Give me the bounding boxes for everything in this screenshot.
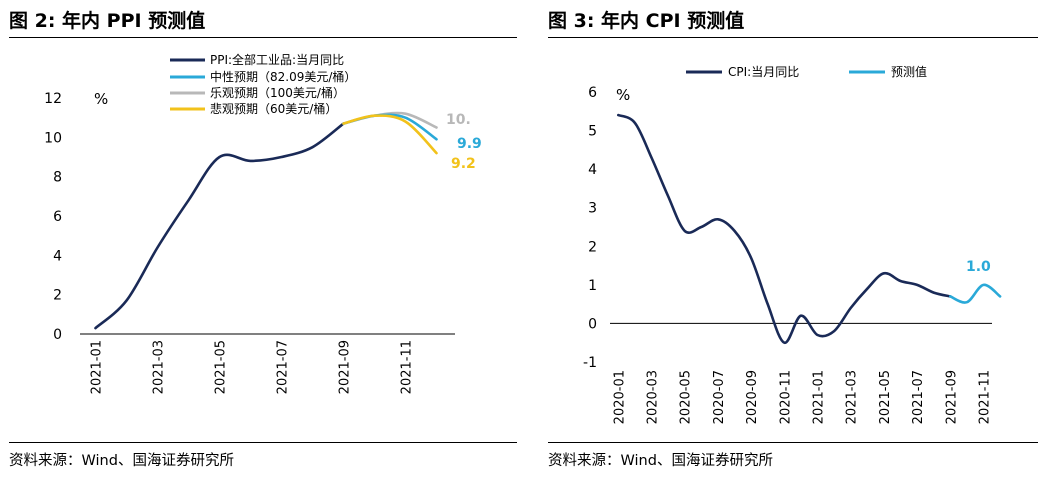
cpi-x-tick-label: 2021-05 — [878, 370, 893, 424]
cpi-x-tick-label: 2021-03 — [845, 370, 860, 424]
cpi-y-tick-label: 4 — [588, 162, 597, 178]
ppi-x-tick-label: 2021-05 — [214, 340, 229, 394]
cpi-y-axis-unit: % — [616, 86, 630, 104]
ppi-chart-title: 图 2: 年内 PPI 预测值 — [9, 10, 206, 32]
ppi-data-label: 10. — [446, 112, 471, 128]
cpi-x-tick-label: 2021-07 — [911, 370, 926, 424]
cpi-x-tick-label: 2020-01 — [612, 370, 627, 424]
cpi-x-tick-label: 2020-07 — [712, 370, 727, 424]
ppi-legend-label: 乐观预期（100美元/桶） — [210, 85, 345, 100]
cpi-legend-label: CPI:当月同比 — [728, 65, 799, 79]
ppi-data-label: 9.2 — [451, 156, 476, 172]
ppi-x-tick-label: 2021-11 — [400, 340, 415, 394]
cpi-series-line-forecast — [949, 283, 1002, 304]
ppi-title-rule — [9, 37, 517, 38]
cpi-y-tick-label: -1 — [583, 355, 597, 371]
ppi-series-line-pessimistic — [342, 114, 438, 155]
cpi-x-tick-label: 2021-09 — [944, 370, 959, 424]
ppi-y-axis-unit: % — [94, 90, 108, 108]
cpi-x-tick-label: 2020-09 — [745, 370, 760, 424]
cpi-legend-label: 预测值 — [891, 64, 927, 79]
cpi-y-tick-label: 1 — [588, 278, 597, 294]
cpi-y-tick-label: 5 — [588, 124, 597, 140]
cpi-x-tick-label: 2020-11 — [778, 370, 793, 424]
ppi-y-tick-label: 8 — [53, 170, 62, 186]
ppi-y-tick-label: 12 — [44, 91, 62, 107]
cpi-chart-title: 图 3: 年内 CPI 预测值 — [548, 10, 745, 32]
ppi-legend-label: 悲观预期（60美元/桶） — [210, 101, 337, 116]
ppi-source-note: 资料来源：Wind、国海证券研究所 — [9, 453, 234, 469]
ppi-y-tick-label: 10 — [44, 130, 62, 146]
cpi-y-tick-label: 6 — [588, 85, 597, 101]
cpi-x-tick-label: 2021-11 — [978, 370, 993, 424]
cpi-series-line-actual — [617, 113, 952, 344]
cpi-y-tick-label: 2 — [588, 239, 597, 255]
cpi-x-tick-label: 2020-03 — [646, 370, 661, 424]
ppi-y-tick-label: 2 — [53, 288, 62, 304]
ppi-x-tick-label: 2021-09 — [338, 340, 353, 394]
cpi-data-label: 1.0 — [966, 259, 991, 275]
ppi-x-tick-label: 2021-07 — [276, 340, 291, 394]
ppi-y-tick-label: 4 — [53, 248, 62, 264]
cpi-source-rule — [548, 442, 1038, 443]
cpi-x-tick-label: 2020-05 — [679, 370, 694, 424]
ppi-y-tick-label: 6 — [53, 209, 62, 225]
ppi-x-tick-label: 2021-01 — [90, 340, 105, 394]
ppi-data-label: 9.9 — [457, 136, 482, 152]
cpi-source-note: 资料来源：Wind、国海证券研究所 — [548, 453, 773, 469]
cpi-x-tick-label: 2021-01 — [812, 370, 827, 424]
ppi-legend-label: PPI:全部工业品:当月同比 — [210, 52, 344, 67]
ppi-series-line-actual — [94, 122, 345, 330]
ppi-x-tick-label: 2021-03 — [152, 340, 167, 394]
cpi-title-rule — [548, 37, 1038, 38]
cpi-y-tick-label: 3 — [588, 201, 597, 217]
cpi-y-tick-label: 0 — [588, 316, 597, 332]
ppi-source-rule — [9, 442, 517, 443]
ppi-legend-label: 中性预期（82.09美元/桶） — [210, 69, 356, 84]
ppi-y-tick-label: 0 — [53, 327, 62, 343]
